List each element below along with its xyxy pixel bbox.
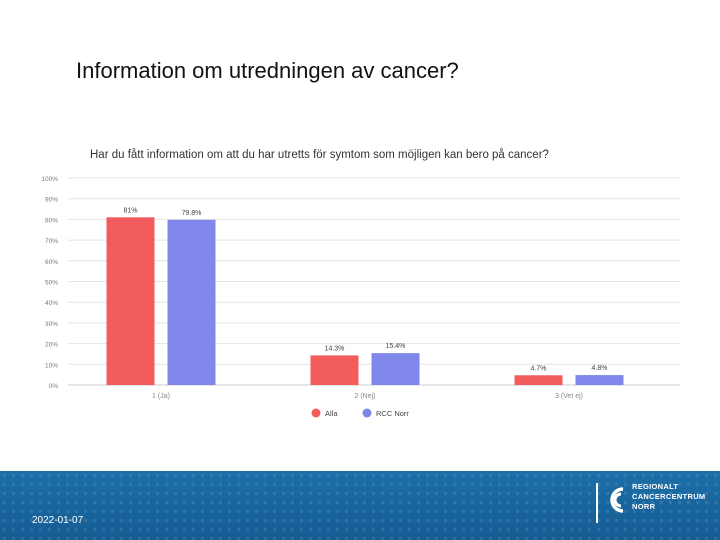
x-tick-label: 1 (Ja) (152, 393, 170, 400)
logo-text: REGIONALT CANCERCENTRUM NORR (632, 482, 705, 512)
bar-rcc-norr (371, 353, 420, 385)
logo-line-2: CANCERCENTRUM (632, 492, 706, 501)
y-tick-label: 90% (45, 197, 58, 204)
data-label: 4.8% (592, 365, 608, 372)
legend-label: Alla (325, 409, 338, 418)
chart-title: Har du fått information om att du har ut… (90, 149, 549, 161)
bar-rcc-norr (575, 375, 624, 385)
y-tick-label: 30% (45, 321, 58, 328)
y-tick-label: 40% (45, 300, 58, 307)
bar-chart: Har du fått information om att du har ut… (41, 149, 680, 418)
footer-pattern (0, 471, 720, 540)
logo-line-1: REGIONALT (632, 482, 679, 491)
logo-line-3: NORR (632, 502, 656, 511)
x-tick-label: 3 (Vet ej) (555, 393, 583, 400)
bar-alla (310, 355, 359, 385)
y-tick-label: 0% (49, 383, 59, 390)
bar-alla (106, 217, 155, 385)
footer-bar: 2022-01-07 REGIONALT CANCERCENTRUM NORR (0, 471, 720, 540)
data-label: 15.4% (386, 343, 406, 350)
legend-marker (311, 408, 321, 418)
y-tick-label: 20% (45, 342, 58, 349)
logo-divider (596, 483, 598, 523)
rcc-logo-icon (610, 487, 624, 513)
y-tick-label: 10% (45, 362, 58, 369)
y-tick-label: 60% (45, 259, 58, 266)
bar-alla (514, 375, 563, 385)
data-label: 14.3% (325, 345, 345, 352)
bar-rcc-norr (167, 219, 216, 385)
y-tick-label: 50% (45, 280, 58, 287)
rcc-logo: REGIONALT CANCERCENTRUM NORR (596, 479, 716, 535)
y-tick-label: 70% (45, 238, 58, 245)
y-tick-label: 100% (41, 176, 58, 183)
data-label: 4.7% (531, 365, 547, 372)
legend-label: RCC Norr (376, 409, 409, 418)
footer-date: 2022-01-07 (32, 515, 84, 526)
slide-title: Information om utredningen av cancer? (76, 58, 459, 83)
x-tick-label: 2 (Nej) (354, 393, 375, 400)
data-label: 79.8% (182, 210, 202, 217)
y-tick-label: 80% (45, 217, 58, 224)
data-label: 81% (123, 207, 137, 214)
legend-marker (362, 408, 372, 418)
